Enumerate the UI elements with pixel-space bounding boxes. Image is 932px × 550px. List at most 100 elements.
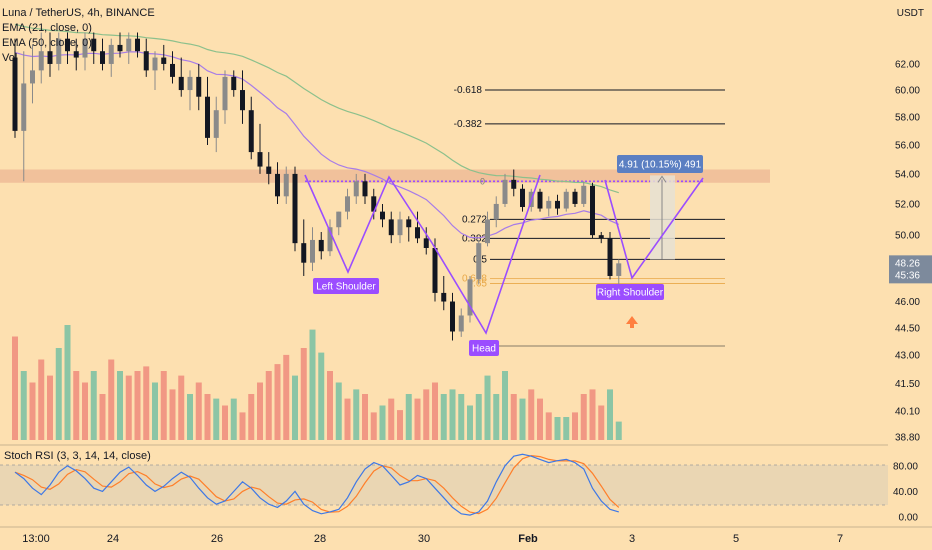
volume-bar <box>327 371 333 440</box>
candle-body <box>353 181 359 197</box>
volume-bar <box>589 389 596 440</box>
ema21-label[interactable]: EMA (21, close, 0) <box>2 22 92 34</box>
right-shoulder-pattern-line <box>604 177 704 280</box>
time-tick-label: 26 <box>211 533 223 545</box>
candle-body <box>248 110 254 153</box>
price-tick-label: 58.00 <box>895 113 920 124</box>
stoch-k-line <box>14 453 619 516</box>
volume-bar <box>554 417 561 440</box>
volume-bar <box>134 371 141 440</box>
ema50-label[interactable]: EMA (50, close, 0) <box>2 37 92 49</box>
volume-bar <box>64 325 71 440</box>
volume-bar <box>257 382 263 440</box>
volume-bar <box>528 389 535 440</box>
candle-body <box>485 219 490 244</box>
volume-bar <box>370 412 377 440</box>
volume-bar <box>580 394 587 440</box>
candle-body <box>458 315 464 332</box>
volume-bar <box>388 398 395 440</box>
fib-label: 0.272 <box>462 214 487 225</box>
symbol-label[interactable]: Luna / TetherUS, 4h, BINANCE <box>2 7 155 19</box>
fib-label: 0 <box>480 176 485 186</box>
candle-body <box>108 44 114 64</box>
candle-body <box>520 188 525 208</box>
resistance-zone <box>0 169 770 183</box>
volume-bar <box>90 371 97 440</box>
volume-bar <box>230 398 237 440</box>
price-tick-label: 62.00 <box>895 59 920 70</box>
volume-bar <box>353 389 360 440</box>
volume-bar <box>12 336 18 440</box>
candle-body <box>65 38 70 52</box>
stoch-d-line <box>14 454 620 515</box>
candle-body <box>537 191 543 209</box>
volume-bar <box>29 382 36 440</box>
candle-body <box>56 38 62 64</box>
candle-body <box>476 243 482 280</box>
time-axis[interactable]: 13:00 24 26 28 30 Feb 3 5 7 <box>0 526 932 545</box>
candle-body <box>432 247 438 293</box>
volume-bar <box>222 405 228 440</box>
stoch-tick-label: 80.00 <box>893 461 918 472</box>
volume-bar <box>195 382 202 440</box>
current-price-bg <box>889 255 932 284</box>
price-tick-label: 40.10 <box>895 406 920 417</box>
candle-body <box>283 173 289 197</box>
volume-bar <box>82 382 88 440</box>
volume-bar <box>484 375 491 440</box>
volume-bar <box>73 371 80 440</box>
stoch-rsi-label[interactable]: Stoch RSI (3, 3, 14, 14, close) <box>4 450 151 462</box>
volume-bar <box>475 394 482 440</box>
measure-arrow-head <box>657 175 667 183</box>
ema-lines <box>14 23 620 239</box>
time-tick-label: 7 <box>837 533 843 545</box>
volume-bar <box>152 382 158 440</box>
candle-body <box>178 76 184 91</box>
candle-body <box>336 211 342 228</box>
candle-body <box>371 196 377 212</box>
volume-bar <box>397 410 403 440</box>
candle-body <box>555 200 560 209</box>
fib-label: 0.618 <box>462 273 487 284</box>
candle-body <box>12 57 18 131</box>
candle-body <box>450 301 455 332</box>
price-tick-label: 60.00 <box>895 86 920 97</box>
fib-levels[interactable]: -0.618-0.38200.2720.3820.50.6180.654.91 … <box>305 85 725 347</box>
candle-body <box>292 173 298 244</box>
candle-body <box>91 38 97 52</box>
volume-bar <box>20 371 27 440</box>
head-label-bg <box>469 340 499 356</box>
time-tick-label: Feb <box>518 533 538 545</box>
volume-bar <box>519 398 526 440</box>
candle-body <box>135 38 140 52</box>
candle-body <box>362 181 368 197</box>
stoch-rsi-pane: 80.00 40.00 0.00 <box>0 444 919 524</box>
candle-body <box>598 235 604 239</box>
volume-bar <box>309 329 316 440</box>
candle-body <box>240 90 245 111</box>
time-tick-label: 13:00 <box>22 533 50 545</box>
price-tick-label: 54.00 <box>895 169 920 180</box>
price-axis[interactable]: 62.0060.0058.0056.0054.0052.0050.0048.00… <box>889 59 932 444</box>
volume-bar <box>432 382 438 440</box>
volume-bar <box>615 421 622 440</box>
volume-bar <box>143 366 150 440</box>
stoch-tick-label: 0.00 <box>899 513 919 524</box>
up-arrow-icon <box>626 316 638 328</box>
fib-label: 0.382 <box>462 233 487 244</box>
head-label: Head <box>472 344 496 355</box>
volume-label[interactable]: Vol <box>2 52 18 64</box>
volume-bar <box>108 359 115 440</box>
fib-label: 0.65 <box>468 279 488 290</box>
candle-body <box>213 110 219 138</box>
volume-bar <box>117 371 123 440</box>
volume-bar <box>440 394 447 440</box>
ema21-line <box>14 51 620 239</box>
head-and-shoulders[interactable]: Left Shoulder Head Right Shoulder <box>304 174 704 356</box>
right-shoulder-label-bg <box>596 284 664 300</box>
candle-body <box>502 179 508 204</box>
volume-bar <box>318 352 325 440</box>
candle-body <box>222 76 228 111</box>
volume-bar <box>178 375 185 440</box>
